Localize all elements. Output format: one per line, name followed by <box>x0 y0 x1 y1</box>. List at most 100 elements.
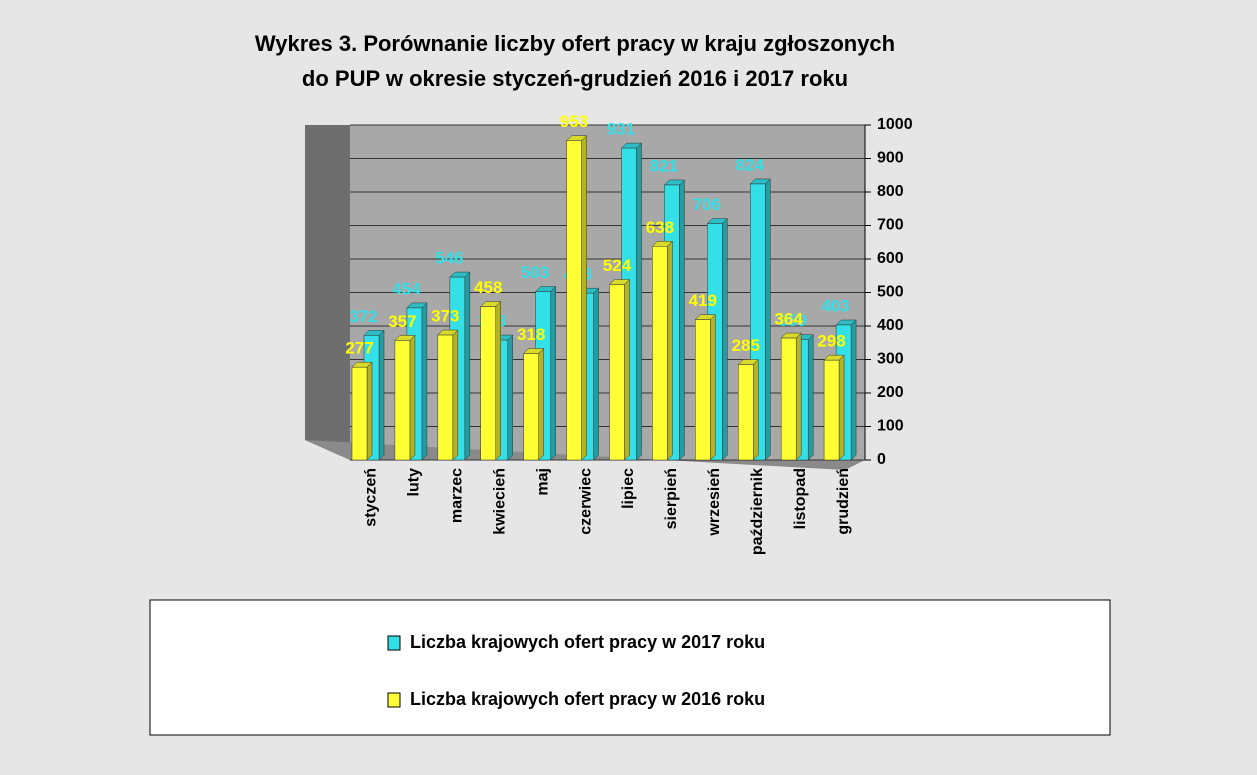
x-tick-label: luty <box>406 468 423 497</box>
bar-face <box>807 334 814 461</box>
x-tick-label: marzec <box>449 468 466 523</box>
legend-label: Liczba krajowych ofert pracy w 2017 roku <box>410 632 765 652</box>
chart-title: Wykres 3. Porównanie liczby ofert pracy … <box>255 31 895 56</box>
bar-face <box>838 354 845 461</box>
bar-face <box>695 319 711 461</box>
bar-face <box>624 278 630 461</box>
floor <box>305 440 865 470</box>
bar-face <box>722 217 728 461</box>
legend-label: Liczba krajowych ofert pracy w 2016 roku <box>410 689 765 709</box>
bar-face <box>452 329 459 461</box>
bar <box>694 314 716 461</box>
value-label: 458 <box>474 278 502 297</box>
value-label: 372 <box>349 307 377 326</box>
bar <box>523 347 545 461</box>
value-label: 454 <box>392 279 421 298</box>
bar <box>394 334 416 461</box>
value-label: 931 <box>607 120 635 139</box>
bar-face <box>464 271 471 461</box>
bar-face <box>394 340 411 461</box>
value-label: 953 <box>560 112 588 131</box>
y-tick-label: 600 <box>877 250 904 267</box>
bar <box>351 361 373 461</box>
bar <box>480 300 502 461</box>
bar-face <box>679 179 685 461</box>
bar-face <box>780 337 797 461</box>
x-tick-label: czerwiec <box>577 468 594 535</box>
bar-face <box>823 359 840 461</box>
y-tick-label: 400 <box>877 317 904 334</box>
value-label: 359 <box>778 311 806 330</box>
bar-face <box>421 302 428 461</box>
chart-title: do PUP w okresie styczeń-grudzień 2016 i… <box>302 66 848 91</box>
value-label: 364 <box>774 310 803 329</box>
side-wall <box>305 125 350 460</box>
value-label: 403 <box>821 296 849 315</box>
y-tick-label: 700 <box>877 217 904 234</box>
bar-face <box>550 285 556 461</box>
bar <box>823 354 845 461</box>
bar-face <box>593 287 599 461</box>
legend <box>149 599 1111 736</box>
bar <box>651 240 674 461</box>
y-tick-label: 100 <box>877 418 904 435</box>
bar-face <box>850 319 857 461</box>
bar <box>608 278 631 461</box>
value-label: 524 <box>603 256 632 275</box>
bar-face <box>609 284 625 461</box>
value-label: 285 <box>732 336 760 355</box>
value-label: 824 <box>736 155 765 174</box>
value-label: 373 <box>431 307 459 326</box>
value-label: 546 <box>435 249 463 268</box>
x-tick-label: listopad <box>792 468 809 529</box>
bar <box>437 329 459 461</box>
bar-face <box>366 361 373 461</box>
bar-face <box>765 178 771 461</box>
value-label: 638 <box>646 218 674 237</box>
value-label: 503 <box>521 263 549 282</box>
x-tick-label: grudzień <box>835 468 852 535</box>
x-tick-label: kwiecień <box>491 468 508 535</box>
legend-swatch <box>387 635 401 651</box>
value-label: 821 <box>650 156 678 175</box>
bar-face <box>753 358 759 461</box>
x-tick-label: maj <box>534 468 551 496</box>
bar-face <box>480 306 496 461</box>
y-tick-label: 200 <box>877 384 904 401</box>
bar-face <box>495 300 501 461</box>
y-tick-label: 1000 <box>877 116 913 133</box>
value-label: 419 <box>689 291 717 310</box>
bar-face <box>652 246 668 461</box>
x-tick-label: październik <box>749 468 766 555</box>
bar-face <box>507 334 513 461</box>
bar-face <box>636 142 642 461</box>
bar-face <box>409 334 416 461</box>
value-label: 357 <box>388 312 416 331</box>
y-tick-label: 800 <box>877 183 904 200</box>
y-tick-label: 500 <box>877 284 904 301</box>
bar-face <box>581 135 587 461</box>
bar-face <box>378 329 385 461</box>
value-label: 277 <box>345 339 373 358</box>
bar-face <box>566 140 582 461</box>
legend-swatch <box>387 692 401 708</box>
y-tick-label: 0 <box>877 451 886 468</box>
value-label: 706 <box>693 195 721 214</box>
bar <box>737 358 759 461</box>
x-tick-label: lipiec <box>620 468 637 509</box>
bar <box>749 178 771 461</box>
y-tick-label: 300 <box>877 351 904 368</box>
bar-face <box>667 240 673 461</box>
bar <box>780 332 802 461</box>
x-tick-label: styczeń <box>363 468 380 527</box>
x-tick-label: wrzesień <box>706 468 723 537</box>
bar-face <box>351 366 368 461</box>
y-tick-label: 900 <box>877 150 904 167</box>
value-label: 318 <box>517 325 545 344</box>
bar-face <box>738 364 754 461</box>
bar <box>565 135 588 461</box>
bar-face <box>710 314 716 461</box>
value-label: 298 <box>817 332 845 351</box>
x-tick-label: sierpień <box>663 468 680 529</box>
